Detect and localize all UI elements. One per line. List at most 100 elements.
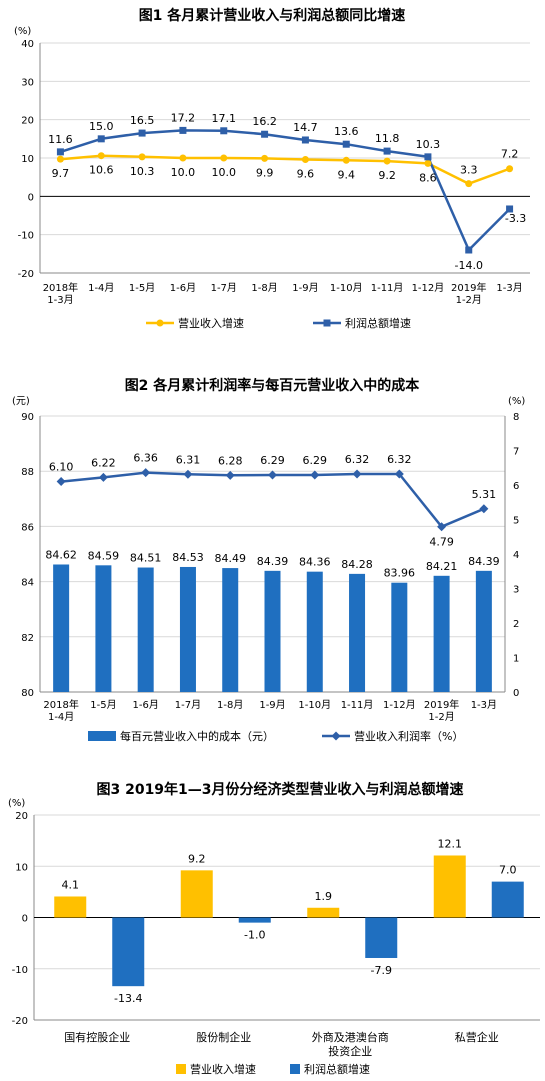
chart-3-bar-label: 1.9 bbox=[315, 890, 333, 903]
chart-2-bar-label: 84.28 bbox=[341, 558, 373, 571]
chart-1-x-tick: 1-5月 bbox=[129, 282, 155, 294]
chart-2-x-tick: 2019年 bbox=[424, 698, 459, 711]
chart-3-legend-swatch bbox=[176, 1064, 186, 1074]
chart-3-title: 图3 2019年1—3月份分经济类型营业收入与利润总额增速 bbox=[96, 781, 463, 798]
chart-1-point bbox=[465, 246, 473, 254]
chart-2-right-unit: (%) bbox=[508, 396, 525, 407]
chart-1-data-label: -14.0 bbox=[455, 259, 483, 272]
chart-3-x-tick: 私营企业 bbox=[455, 1030, 499, 1044]
chart-3: 图3 2019年1—3月份分经济类型营业收入与利润总额增速 (%) -20 -10… bbox=[8, 781, 540, 1076]
chart-2-bar bbox=[391, 582, 408, 692]
chart-2-x-tick: 1-2月 bbox=[428, 711, 454, 723]
chart-1-point bbox=[220, 127, 228, 135]
chart-2-line-label: 6.29 bbox=[260, 454, 285, 467]
chart-2-line-label: 6.36 bbox=[133, 452, 158, 465]
chart-2-line-label: 6.28 bbox=[218, 454, 243, 467]
chart-1-point bbox=[97, 152, 105, 160]
chart-2-right-tick: 6 bbox=[513, 481, 519, 492]
chart-2-bar-label: 84.39 bbox=[257, 555, 289, 568]
chart-1-data-label: 9.4 bbox=[338, 168, 356, 181]
chart-2-line-label: 6.32 bbox=[387, 453, 412, 466]
chart-2-legend-swatch bbox=[88, 731, 116, 741]
chart-2-bar-label: 84.53 bbox=[172, 551, 204, 564]
chart-3-y-tick: 0 bbox=[22, 914, 28, 925]
chart-1-data-label: 13.6 bbox=[334, 125, 359, 138]
chart-3-y-tick: 20 bbox=[15, 811, 28, 822]
chart-3-legend-label: 营业收入增速 bbox=[190, 1062, 256, 1076]
chart-1-data-label: 9.2 bbox=[378, 169, 396, 182]
chart-1-x-tick: 1-4月 bbox=[88, 282, 114, 294]
chart-2-right-tick: 5 bbox=[513, 516, 519, 527]
chart-2-x-tick: 1-3月 bbox=[471, 699, 497, 711]
chart-2-left-tick: 80 bbox=[21, 688, 34, 699]
chart-2-x-tick: 1-6月 bbox=[133, 699, 159, 711]
chart-2-bar-label: 84.49 bbox=[214, 552, 246, 565]
chart-2-bar bbox=[349, 573, 366, 692]
chart-3-bar bbox=[307, 907, 340, 918]
chart-1-data-label: 9.7 bbox=[52, 167, 70, 180]
chart-2-line bbox=[60, 471, 485, 528]
chart-1-data-label: 11.8 bbox=[375, 132, 400, 145]
chart-2-title: 图2 各月累计利润率与每百元营业收入中的成本 bbox=[125, 377, 421, 394]
chart-2-line-label: 6.22 bbox=[91, 456, 116, 469]
chart-3-x-tick: 投资企业 bbox=[328, 1044, 372, 1058]
chart-2-point bbox=[56, 477, 66, 487]
chart-1-y-tick: -10 bbox=[18, 231, 34, 242]
chart-1-y-tick: 20 bbox=[21, 116, 34, 127]
chart-2: 图2 各月累计利润率与每百元营业收入中的成本 (元) (%) 808284868… bbox=[12, 377, 525, 743]
chart-1-point bbox=[506, 165, 514, 173]
chart-1-point bbox=[465, 180, 473, 188]
chart-3-legend-label: 利润总额增速 bbox=[304, 1062, 370, 1076]
chart-2-left-tick: 86 bbox=[21, 522, 34, 533]
chart-2-x-tick: 1-4月 bbox=[48, 711, 74, 723]
chart-1-y-unit: (%) bbox=[14, 26, 31, 37]
chart-2-right-tick: 8 bbox=[513, 412, 519, 423]
chart-2-bar-label: 84.59 bbox=[88, 549, 120, 562]
chart-1-data-label: 16.5 bbox=[130, 114, 155, 127]
chart-1-point bbox=[56, 148, 64, 156]
chart-2-x-tick: 2018年 bbox=[43, 698, 78, 711]
chart-2-bar bbox=[95, 565, 112, 692]
chart-2-bar bbox=[179, 566, 196, 692]
chart-1-point bbox=[138, 153, 146, 161]
chart-3-x-tick: 股份制企业 bbox=[196, 1030, 251, 1044]
chart-3-bar bbox=[54, 896, 87, 918]
chart-1-point bbox=[179, 154, 187, 162]
chart-1-data-label: 16.2 bbox=[252, 115, 277, 128]
chart-2-right-tick: 3 bbox=[513, 585, 519, 596]
chart-1-point bbox=[301, 136, 309, 144]
chart-1-x-tick: 1-8月 bbox=[251, 282, 277, 294]
chart-2-bar-label: 84.36 bbox=[299, 556, 331, 569]
chart-2-x-tick: 1-12月 bbox=[383, 699, 416, 711]
chart-2-right-tick: 0 bbox=[513, 688, 519, 699]
chart-1-point bbox=[179, 126, 187, 134]
chart-1-x-tick: 1-2月 bbox=[456, 294, 482, 306]
chart-3-bar bbox=[112, 917, 145, 987]
chart-1-title: 图1 各月累计营业收入与利润总额同比增速 bbox=[139, 7, 406, 24]
chart-1-data-label: 11.6 bbox=[48, 133, 73, 146]
chart-2-line-label: 6.32 bbox=[345, 453, 370, 466]
chart-1-point bbox=[138, 129, 146, 137]
chart-1-data-label: 9.9 bbox=[256, 166, 274, 179]
chart-2-bar bbox=[306, 571, 323, 692]
chart-2-bar bbox=[53, 564, 70, 692]
chart-2-bar-label: 84.62 bbox=[45, 548, 77, 561]
chart-1-y-tick: 30 bbox=[21, 77, 34, 88]
chart-3-bar-label: -1.0 bbox=[244, 929, 265, 942]
chart-1-point bbox=[56, 155, 64, 163]
chart-1-point bbox=[97, 135, 105, 143]
chart-2-x-tick: 1-9月 bbox=[259, 699, 285, 711]
chart-1-data-label: 9.6 bbox=[297, 168, 315, 181]
chart-2-bar bbox=[222, 568, 239, 692]
chart-1-data-label: 14.7 bbox=[293, 121, 318, 134]
chart-2-legend-label: 每百元营业收入中的成本（元） bbox=[120, 729, 274, 743]
chart-2-line-label: 5.31 bbox=[472, 488, 497, 501]
chart-1-data-label: 10.3 bbox=[416, 138, 441, 151]
chart-2-bar bbox=[264, 570, 281, 692]
chart-1-data-label: 17.1 bbox=[212, 112, 237, 125]
chart-1-point bbox=[261, 130, 269, 138]
chart-1-x-tick: 2019年 bbox=[451, 281, 486, 294]
chart-2-point bbox=[183, 469, 193, 479]
chart-1-series-line-1 bbox=[60, 129, 511, 252]
